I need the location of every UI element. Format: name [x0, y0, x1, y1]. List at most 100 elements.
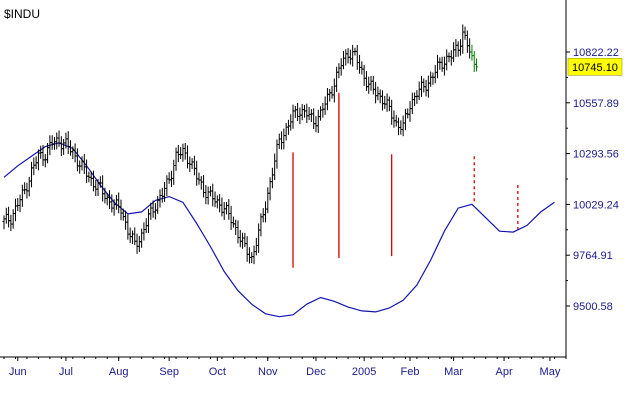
- price-bar: [465, 30, 469, 53]
- price-bar: [247, 247, 251, 264]
- price-bar: [286, 119, 290, 135]
- price-bar: [252, 245, 256, 265]
- price-bar: [206, 186, 210, 205]
- price-bar: [110, 194, 114, 213]
- price-bar: [128, 227, 132, 243]
- price-bar: [16, 198, 20, 212]
- price-bar: [243, 232, 247, 248]
- price-bar: [369, 75, 373, 91]
- price-bar: [27, 176, 31, 197]
- price-bar: [167, 172, 171, 184]
- price-bar: [2, 215, 6, 230]
- x-tick-label: Dec: [306, 366, 326, 378]
- x-tick-label: May: [540, 366, 561, 378]
- x-tick-label: Jul: [59, 366, 73, 378]
- price-bar: [199, 176, 203, 190]
- price-bar: [179, 147, 183, 160]
- price-bar: [431, 72, 435, 85]
- price-bar: [422, 78, 426, 93]
- price-bar: [57, 130, 61, 147]
- price-bar: [119, 199, 123, 221]
- price-bar: [458, 39, 462, 56]
- price-bar: [186, 145, 190, 169]
- price-bar: [172, 159, 176, 185]
- price-bar: [266, 187, 270, 214]
- price-bar: [470, 44, 474, 61]
- price-bar: [192, 155, 196, 176]
- price-bar: [140, 228, 144, 248]
- x-tick-label: Nov: [258, 366, 278, 378]
- price-bar: [394, 114, 398, 127]
- price-bar: [472, 51, 476, 73]
- price-bar: [11, 209, 15, 229]
- price-bar: [300, 103, 304, 121]
- price-bar: [176, 144, 180, 163]
- price-bar: [364, 71, 368, 91]
- price-bars-layer: [2, 24, 479, 265]
- price-bar: [424, 79, 428, 97]
- price-bar: [245, 236, 249, 262]
- price-bar: [358, 54, 362, 74]
- price-bar: [231, 216, 235, 228]
- price-bar: [341, 50, 345, 70]
- price-bar: [399, 120, 403, 135]
- x-tick-label: Apr: [496, 366, 513, 378]
- price-bar: [23, 182, 27, 195]
- price-bar: [445, 49, 449, 71]
- price-bar: [220, 197, 224, 217]
- price-bar: [438, 57, 442, 70]
- x-axis-layer: Jun Jul Aug Sep Oct Nov Dec 2005 Feb Mar Apr May: [3, 357, 567, 378]
- price-bar: [204, 184, 208, 205]
- price-bar: [55, 132, 59, 150]
- last-value-badge: 10745.10: [567, 58, 623, 76]
- price-bar: [415, 90, 419, 104]
- price-bar: [385, 93, 389, 112]
- price-bar: [264, 201, 268, 223]
- price-bar: [94, 180, 98, 197]
- price-bar: [225, 201, 229, 215]
- cycle-marker-layer: [292, 92, 519, 268]
- price-bar: [461, 24, 465, 54]
- price-bar: [66, 131, 70, 155]
- price-bar: [452, 42, 456, 63]
- price-bar: [362, 64, 366, 86]
- price-bar: [305, 103, 309, 123]
- price-bar: [236, 220, 240, 244]
- price-bar: [211, 183, 215, 207]
- price-bar: [442, 56, 446, 76]
- price-bar: [85, 159, 89, 183]
- price-bar: [250, 252, 254, 264]
- price-bar: [429, 71, 433, 87]
- price-bar: [383, 95, 387, 109]
- last-value-box: [567, 58, 623, 76]
- price-bar: [160, 187, 164, 203]
- price-bar: [406, 108, 410, 119]
- price-bar: [417, 81, 421, 101]
- price-bar: [183, 143, 187, 160]
- y-axis-layer: 9500.58 9764.91 10029.24 10293.56 10557.89 10…: [566, 47, 619, 313]
- price-bar: [346, 48, 350, 64]
- chart-title: $INDU: [4, 7, 40, 21]
- price-bar: [133, 227, 137, 246]
- price-bar: [30, 161, 34, 188]
- price-bar: [332, 78, 336, 103]
- price-bar: [321, 102, 325, 118]
- price-bar: [312, 108, 316, 130]
- price-bar: [20, 184, 24, 207]
- y-tick-label: 9764.91: [573, 250, 613, 262]
- price-bar: [213, 191, 217, 208]
- price-bar: [18, 194, 22, 213]
- price-bar: [280, 131, 284, 150]
- price-bar: [374, 81, 378, 104]
- price-bar: [351, 44, 355, 67]
- price-bar: [282, 128, 286, 150]
- price-bar: [408, 101, 412, 122]
- price-bar: [323, 96, 327, 115]
- price-bar: [440, 56, 444, 72]
- last-value-text: 10745.10: [572, 62, 618, 74]
- x-tick-label: Feb: [401, 366, 420, 378]
- price-bar: [426, 75, 430, 98]
- price-bar: [360, 61, 364, 75]
- price-bar: [222, 202, 226, 220]
- price-bar: [314, 116, 318, 133]
